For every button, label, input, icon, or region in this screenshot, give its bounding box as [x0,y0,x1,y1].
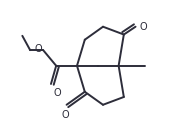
Text: O: O [34,44,42,54]
Text: O: O [140,22,147,32]
Text: O: O [54,88,61,98]
Text: O: O [61,110,69,120]
